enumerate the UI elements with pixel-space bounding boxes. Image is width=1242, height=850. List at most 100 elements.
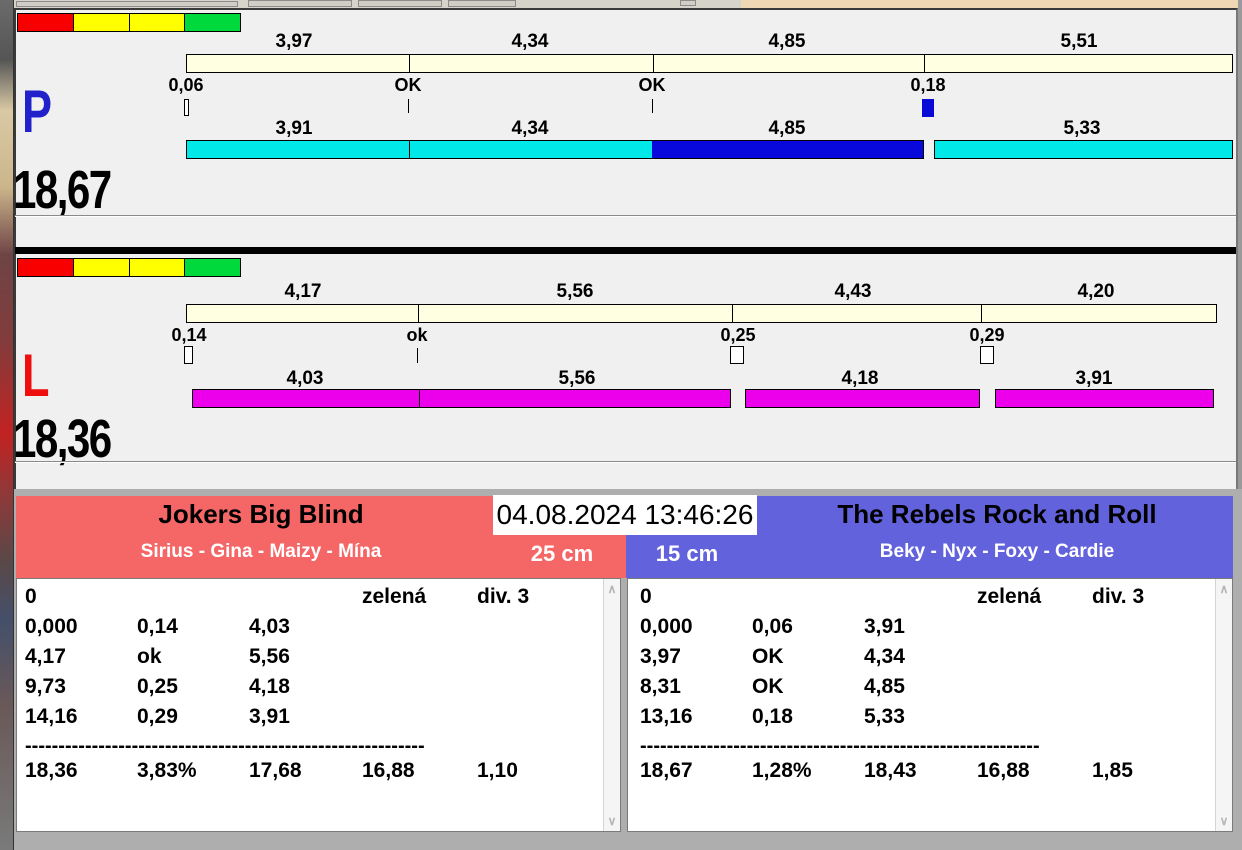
result-cell: ok — [137, 645, 162, 668]
p-tick-1 — [408, 99, 409, 113]
result-cell: 4,85 — [864, 675, 905, 698]
toolbar-fragment — [448, 0, 516, 7]
total-cell: 1,10 — [477, 759, 518, 782]
p-own-split-2: 4,34 — [511, 118, 549, 139]
result-cell: 5,33 — [864, 705, 905, 728]
traffic-red — [17, 258, 74, 277]
result-cell: 4,03 — [249, 615, 290, 638]
result-cell: zelená — [977, 585, 1042, 608]
result-cell: 4,34 — [864, 645, 905, 668]
l-fault-4: 0,29 — [969, 325, 1005, 345]
bar-divider — [924, 55, 925, 72]
result-cell: 0,000 — [640, 615, 693, 638]
bar-divider — [409, 141, 410, 158]
bar-divider — [981, 305, 982, 322]
team-right-height: 15 cm — [655, 541, 719, 566]
p-tick-2 — [652, 99, 653, 113]
l-own-split-3: 4,18 — [841, 368, 879, 389]
l-run-bar-1 — [192, 389, 731, 408]
result-cell: 9,73 — [25, 675, 66, 698]
p-opponent-split-2: 4,34 — [511, 31, 549, 52]
result-cell: 0 — [640, 585, 652, 608]
result-cell: 5,56 — [249, 645, 290, 668]
l-tick-1 — [417, 348, 418, 363]
run-letter-p: P — [22, 78, 53, 145]
result-cell: 0,29 — [137, 705, 178, 728]
result-separator: ----------------------------------------… — [25, 735, 425, 757]
p-fault-4: 0,18 — [910, 75, 946, 95]
l-fault-3: 0,25 — [720, 325, 756, 345]
result-cell: 0,18 — [752, 705, 793, 728]
p-fault-marker — [922, 99, 934, 117]
result-cell: div. 3 — [1092, 585, 1145, 608]
result-cell: 0,06 — [752, 615, 793, 638]
result-cell: 8,31 — [640, 675, 681, 698]
background-toolbar-strip — [14, 0, 1242, 8]
result-cell: 0 — [25, 585, 37, 608]
l-reference-bar — [186, 304, 1217, 323]
result-cell: OK — [752, 645, 784, 668]
traffic-green — [184, 258, 241, 277]
p-own-split-3: 4,85 — [768, 118, 806, 139]
scrollbar[interactable]: ∧ ∨ — [1215, 579, 1232, 831]
l-run-bar-3 — [995, 389, 1214, 408]
p-reference-bar — [186, 54, 1233, 73]
p-highlight-segment — [652, 141, 923, 158]
l-total-time: 18,36 — [13, 409, 112, 469]
scroll-down-icon[interactable]: ∨ — [1219, 814, 1229, 828]
traffic-light-p — [17, 13, 241, 32]
result-separator: ----------------------------------------… — [640, 735, 1040, 757]
result-cell: 4,17 — [25, 645, 66, 668]
section-divider — [15, 215, 1236, 217]
result-cell: 13,16 — [640, 705, 693, 728]
traffic-yellow-2 — [128, 13, 186, 32]
p-run-bar-last — [934, 140, 1233, 159]
result-cell: 14,16 — [25, 705, 78, 728]
total-cell: 18,67 — [640, 759, 693, 782]
team-right-results-panel[interactable]: 0 zelená div. 3 0,000 0,06 3,91 3,97 OK … — [627, 578, 1233, 832]
total-cell: 16,88 — [362, 759, 415, 782]
l-opponent-split-3: 4,43 — [834, 281, 872, 302]
bar-divider — [419, 390, 420, 407]
team-left-results-panel[interactable]: 0 zelená div. 3 0,000 0,14 4,03 4,17 ok … — [16, 578, 621, 832]
team-left-name: Jokers Big Blind — [158, 499, 364, 529]
p-opponent-split-1: 3,97 — [275, 31, 313, 52]
total-cell: 3,83% — [137, 759, 197, 782]
l-fault-2: ok — [406, 325, 428, 345]
bar-divider — [653, 55, 654, 72]
scroll-down-icon[interactable]: ∨ — [607, 814, 617, 828]
result-cell: 0,14 — [137, 615, 178, 638]
l-refusal-marker-1 — [730, 346, 744, 364]
p-total-time: 18,67 — [13, 160, 112, 220]
toolbar-fragment — [248, 0, 352, 7]
result-cell: 4,18 — [249, 675, 290, 698]
l-opponent-split-4: 4,20 — [1077, 281, 1115, 302]
result-cell: OK — [752, 675, 784, 698]
toolbar-fragment — [358, 0, 442, 7]
result-cell: 0,25 — [137, 675, 178, 698]
team-right-name: The Rebels Rock and Roll — [837, 499, 1157, 529]
traffic-yellow-1 — [72, 13, 130, 32]
l-run-bar-2 — [745, 389, 980, 408]
team-right-dogs: Beky - Nyx - Foxy - Cardie — [879, 541, 1115, 562]
panel-separator-bar — [15, 247, 1236, 254]
scroll-up-icon[interactable]: ∧ — [607, 582, 617, 596]
toolbar-fragment — [16, 1, 238, 7]
l-start-marker — [184, 346, 193, 364]
result-cell: 0,000 — [25, 615, 78, 638]
l-opponent-split-2: 5,56 — [556, 281, 594, 302]
l-own-split-1: 4,03 — [286, 368, 324, 389]
section-divider — [15, 461, 1236, 463]
l-own-split-4: 3,91 — [1075, 368, 1113, 389]
result-cell: 3,97 — [640, 645, 681, 668]
total-cell: 18,43 — [864, 759, 917, 782]
team-left-dogs: Sirius - Gina - Maizy - Mína — [140, 541, 382, 562]
toolbar-fragment — [680, 0, 696, 6]
traffic-yellow-1 — [72, 258, 130, 277]
p-run-bar — [186, 140, 924, 159]
p-own-split-1: 3,91 — [275, 118, 313, 139]
total-cell: 1,28% — [752, 759, 812, 782]
scroll-up-icon[interactable]: ∧ — [1219, 582, 1229, 596]
scrollbar[interactable]: ∧ ∨ — [603, 579, 620, 831]
